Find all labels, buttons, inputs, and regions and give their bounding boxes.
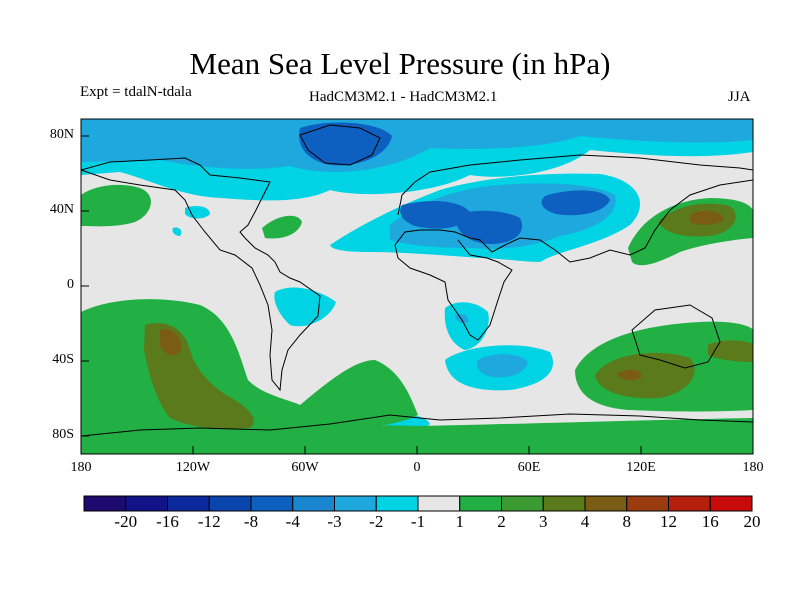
atlantic-green-patch: [262, 215, 302, 239]
coastlines: [81, 124, 753, 437]
lon-label-0: 0: [413, 460, 421, 475]
central-asia-blue-low: [541, 190, 610, 216]
colorbar-swatch: [83, 495, 127, 512]
middle-east-blue-low: [455, 210, 523, 244]
colorbar-tick-label: -8: [243, 512, 259, 531]
mediterranean-blue-low: [400, 200, 470, 229]
colorbar-swatch: [626, 495, 669, 512]
pacific-cyan-patch: [172, 227, 182, 236]
lon-label-120w: 120W: [175, 460, 211, 475]
arctic-lightblue-region: [81, 119, 753, 172]
colorbar-tick-label: 3: [539, 512, 548, 531]
colorbar-tick-label: -1: [410, 512, 426, 531]
colorbar-tick-label: 12: [660, 512, 677, 531]
lat-label-40s: 40S: [52, 352, 74, 367]
lat-label-80s: 80S: [52, 427, 74, 442]
west-atlantic-cyan-patch: [185, 206, 210, 219]
tasman-olive-region: [708, 340, 753, 362]
northwest-pacific-brown-core: [690, 210, 724, 225]
colorbar-swatch: [542, 495, 586, 512]
colorbar-tick-label: 1: [455, 512, 465, 531]
colorbar-swatch: [584, 495, 628, 512]
colorbar-swatch: [417, 495, 461, 512]
colorbar-swatch: [292, 495, 335, 512]
colorbar-tick-label: -16: [156, 512, 179, 531]
model-label: HadCM3M2.1 - HadCM3M2.1: [309, 89, 498, 105]
lon-label-180e: 180: [742, 460, 764, 475]
axis-ticks: [81, 135, 642, 454]
chart-title: Mean Sea Level Pressure (in hPa): [189, 46, 611, 81]
south-africa-lightblue-patch: [455, 313, 469, 324]
colorbar-swatch: [125, 495, 168, 512]
southeast-pacific-brown-core: [160, 329, 182, 356]
colorbar-tick-label: -20: [114, 512, 138, 531]
north-pacific-green-region: [81, 184, 151, 227]
colorbar-swatch: [668, 495, 711, 512]
south-africa-cyan-region: [444, 302, 489, 350]
colorbar-tick-label: -4: [285, 512, 300, 531]
australia-coastline: [631, 304, 721, 369]
south-america-cyan-region: [274, 287, 336, 327]
season-label: JJA: [728, 89, 751, 105]
colorbar-swatch: [375, 495, 419, 512]
lon-label-180w: 180: [70, 460, 92, 475]
colorbar-swatch: [709, 495, 753, 512]
lat-label-eq: 0: [67, 277, 74, 292]
greenland-coastline: [299, 124, 381, 166]
colorbar-tick-label: 4: [580, 512, 590, 531]
americas-coastline: [81, 157, 321, 392]
colorbar-tick-label: 20: [743, 512, 761, 531]
lat-label-80n: 80N: [49, 127, 74, 142]
antarctica-coastline: [81, 413, 753, 437]
greenland-blue-low: [299, 122, 392, 166]
lon-label-60w: 60W: [291, 460, 319, 475]
lon-label-60e: 60E: [517, 460, 541, 475]
indian-ocean-lightblue-region: [476, 354, 528, 378]
south-australia-brown-core: [617, 369, 642, 381]
colorbar-tick-label: -3: [327, 512, 342, 531]
experiment-label: Expt = tdalN-tdala: [80, 84, 192, 100]
colorbar-swatch: [334, 495, 377, 512]
colorbar: [83, 495, 753, 512]
lat-label-40n: 40N: [49, 202, 74, 217]
colorbar-swatch: [501, 495, 544, 512]
lon-label-120e: 120E: [626, 460, 656, 475]
south-australia-olive-region: [595, 352, 695, 399]
colorbar-swatch: [250, 495, 294, 512]
colorbar-swatch: [459, 495, 502, 512]
colorbar-tick-label: -2: [369, 512, 384, 531]
colorbar-tick-label: 2: [497, 512, 506, 531]
colorbar-swatch: [167, 495, 210, 512]
colorbar-tick-label: 8: [622, 512, 632, 531]
eurasia-africa-coastline: [394, 154, 753, 341]
colorbar-tick-label: 16: [701, 512, 719, 531]
colorbar-swatch: [208, 495, 252, 512]
pressure-field: [81, 119, 753, 454]
colorbar-tick-label: -12: [197, 512, 221, 531]
